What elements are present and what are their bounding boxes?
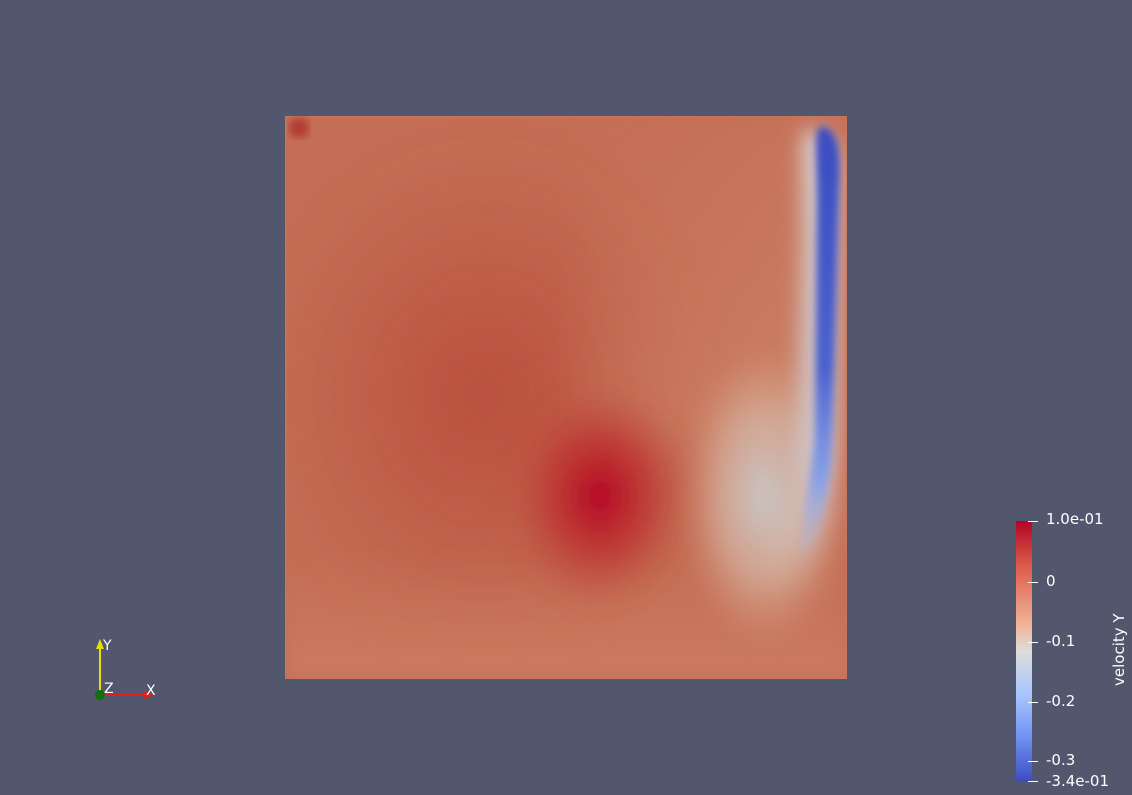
scalar-bar-tick [1028, 781, 1038, 782]
y-axis-arrow-icon [96, 639, 104, 649]
field-image [285, 116, 847, 679]
x-axis-label: X [146, 683, 156, 699]
scalar-bar [1016, 521, 1032, 782]
scalar-bar-tick [1028, 761, 1038, 762]
x-axis-arrow-icon [144, 691, 154, 699]
scalar-bar-tick [1028, 582, 1038, 583]
scalar-bar-max-label: 1.0e-01 [1046, 510, 1104, 528]
scalar-bar-tick [1028, 702, 1038, 703]
orientation-axes: Y X Z [80, 630, 170, 710]
scalar-bar-tick-label: -0.2 [1046, 692, 1076, 710]
orientation-axes-glyph [95, 639, 154, 700]
z-axis-label: Z [104, 681, 114, 697]
z-axis-dot-icon [95, 690, 105, 700]
scalar-bar-title: velocity Y [1110, 613, 1128, 686]
scalar-bar-tick-label: -0.1 [1046, 632, 1076, 650]
y-axis-label: Y [103, 638, 112, 654]
scalar-bar-tick [1028, 642, 1038, 643]
scalar-bar-tick-label: 0 [1046, 572, 1056, 590]
velocity-field-plot[interactable] [285, 116, 847, 679]
scalar-bar-min-label: -3.4e-01 [1046, 772, 1109, 790]
scalar-bar-tick [1028, 521, 1038, 522]
scalar-bar-tick-label: -0.3 [1046, 751, 1076, 769]
